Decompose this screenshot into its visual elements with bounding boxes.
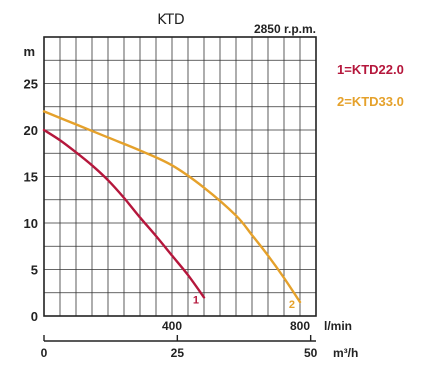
- x2-tick-label: 0: [41, 346, 48, 360]
- legend: 1=KTD22.0 2=KTD33.0: [337, 62, 404, 109]
- chart-grid: [44, 37, 316, 316]
- series-line-2: [42, 110, 302, 304]
- legend-entry-1: 1=KTD22.0: [337, 62, 404, 77]
- legend-entry-2: 2=KTD33.0: [337, 94, 404, 109]
- y-tick-labels: 0 5 10 15 20 25: [24, 77, 38, 325]
- y-tick-label: 25: [24, 77, 38, 92]
- y-tick-label: 5: [31, 263, 38, 278]
- plot-frame: [43, 36, 317, 317]
- x2-axis-label: m³/h: [333, 346, 358, 360]
- x2-tick-label: 50: [304, 346, 318, 360]
- y-tick-label: 20: [24, 123, 38, 138]
- y-axis-label: m: [23, 44, 35, 59]
- series-end-marker-1: 1: [193, 294, 199, 306]
- x-axis-label: l/min: [324, 319, 352, 333]
- y-tick-label: 15: [24, 170, 38, 185]
- chart-subtitle: 2850 r.p.m.: [254, 22, 316, 36]
- x-tick-labels: 400 800: [162, 319, 310, 333]
- chart-title: KTD: [157, 12, 184, 28]
- y-tick-label: 10: [24, 216, 38, 231]
- series-end-marker-2: 2: [289, 299, 295, 311]
- y-tick-label: 0: [31, 309, 38, 324]
- x-tick-label: 800: [290, 319, 310, 333]
- x-tick-label: 400: [162, 319, 182, 333]
- x2-tick-label: 25: [171, 346, 185, 360]
- x2-tick-labels: 0 25 50: [41, 335, 318, 360]
- series-line-1: [42, 128, 206, 299]
